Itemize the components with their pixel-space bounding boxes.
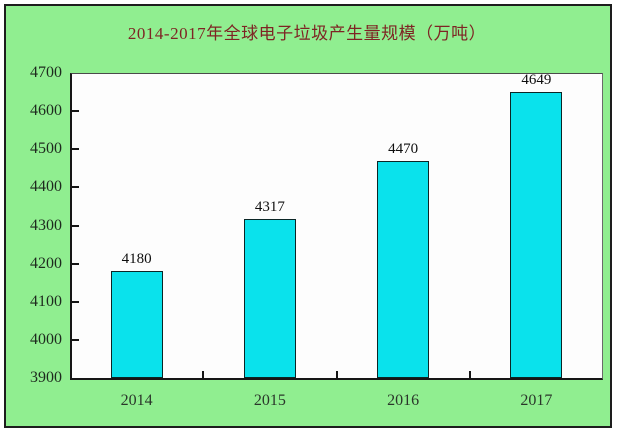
x-axis-category-label: 2016 [387,392,420,409]
y-axis-tick-label: 4700 [30,64,62,81]
y-axis-tick-label: 4200 [30,254,62,272]
x-axis-tick [202,371,205,378]
y-axis-tick-label: 3900 [30,369,62,386]
x-axis-tick [468,371,471,378]
y-axis-tick [72,262,79,265]
bar-value-label: 4649 [521,72,552,89]
bar-value-label: 4180 [121,251,152,268]
y-axis-tick [72,338,79,341]
bar-value-label: 4470 [388,140,419,157]
bar-value-label: 4317 [254,199,285,216]
y-axis-tick-label: 4500 [30,140,62,158]
y-axis-tick [72,224,79,227]
y-axis-tick [72,186,79,189]
x-axis-category-label: 2015 [253,392,286,409]
x-axis-tick [335,371,338,378]
y-axis-tick [72,110,79,113]
y-axis-tick-label: 4300 [30,216,62,234]
x-axis-category-label: 2017 [520,392,553,409]
bar-2015 [243,219,296,378]
chart-title: 2014-2017年全球电子垃圾产生量规模（万吨） [127,24,487,43]
y-axis-tick [72,300,79,303]
y-axis-tick [72,148,79,151]
bar-2014 [110,271,163,378]
bar-2017 [510,92,563,378]
x-axis-category-label: 2014 [120,392,153,409]
y-axis-tick-label: 4000 [30,330,62,348]
y-axis-tick-label: 4600 [30,102,62,120]
bar-2016 [377,160,430,378]
y-axis-tick-label: 4100 [30,292,62,310]
y-axis-tick-label: 4400 [30,178,62,196]
